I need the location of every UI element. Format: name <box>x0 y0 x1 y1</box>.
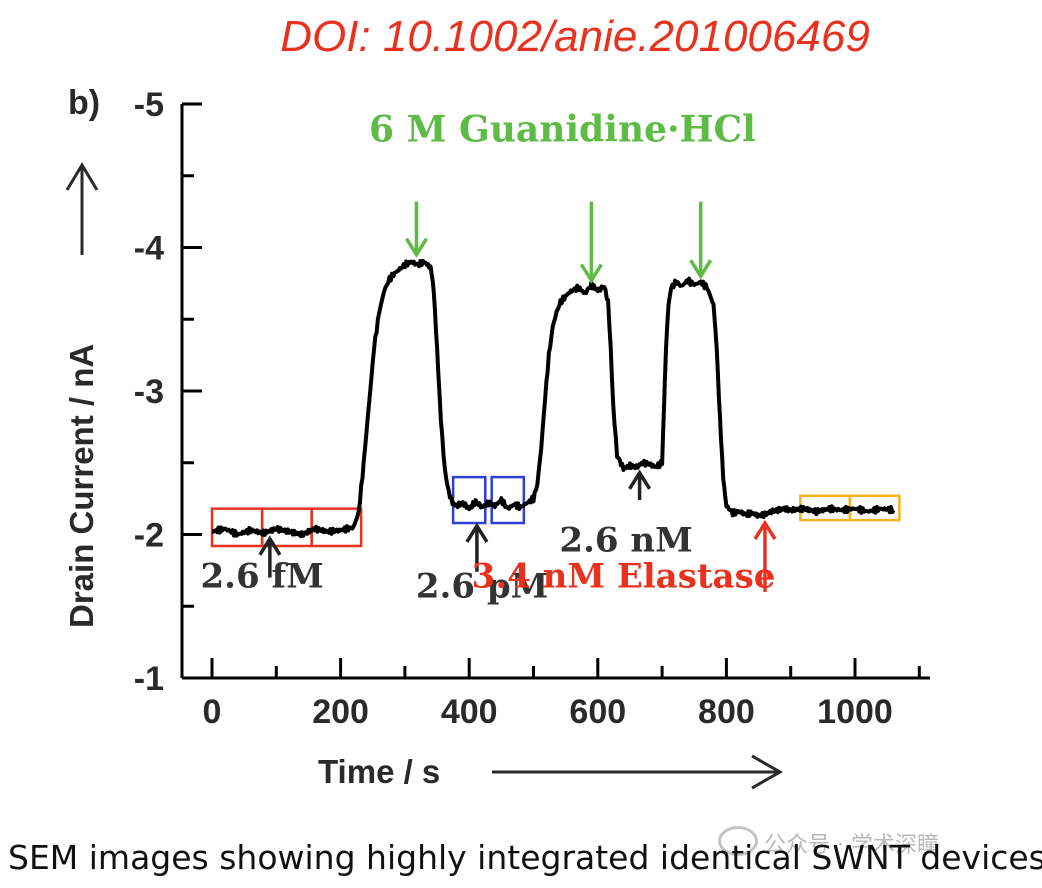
annotation-arrow <box>689 201 713 280</box>
annotation-labels: 6 M Guanidine·HCl 2.6 fM 2.6 pM 2.6 nM3.4 n… <box>201 108 776 606</box>
annotation-arrow <box>258 535 282 578</box>
annotation-arrow <box>753 519 777 592</box>
x-tick-label: 800 <box>698 693 755 731</box>
x-tick-label: 600 <box>569 693 626 731</box>
x-axis-direction-arrow <box>492 754 784 790</box>
annotation-arrow <box>628 469 652 501</box>
annotation-label: 3.4 nM Elastase <box>472 557 776 597</box>
annotation-label: 2.6 fM <box>201 557 324 597</box>
data-trace <box>211 258 896 539</box>
highlight-box <box>310 507 363 548</box>
annotation-arrow <box>404 201 428 258</box>
highlight-box <box>451 475 487 525</box>
x-tick-label: 400 <box>441 693 498 731</box>
annotation-label: 2.6 pM <box>416 567 548 607</box>
annotation-arrow <box>465 522 489 572</box>
axes: -5 -4 -3 -2 -1 0 200 400 600 800 1000 <box>134 86 930 731</box>
y-tick-label: -3 <box>134 373 164 411</box>
x-tick-label: 0 <box>203 693 222 731</box>
x-tick-label: 200 <box>312 693 369 731</box>
panel-label: b) <box>68 84 100 122</box>
doi-label: DOI: 10.1002/anie.201006469 <box>280 12 870 61</box>
y-tick-label: -5 <box>134 86 164 124</box>
annotation-arrows <box>258 201 777 592</box>
watermark: 公众号 · 学术深瞳 <box>718 826 939 859</box>
annotation-label: 6 M Guanidine·HCl <box>369 108 756 150</box>
highlight-box <box>490 475 526 525</box>
y-axis-title: Drain Current / nA <box>63 344 100 628</box>
y-tick-label: -2 <box>134 517 164 555</box>
x-tick-label: 1000 <box>817 693 893 731</box>
y-axis-direction-arrow <box>65 162 99 255</box>
y-tick-label: -4 <box>134 230 164 268</box>
x-axis-title: Time / s <box>318 753 440 790</box>
y-tick-label: -1 <box>134 660 164 698</box>
annotation-arrow <box>579 201 603 284</box>
watermark-text: 公众号 · 学术深瞳 <box>764 833 939 858</box>
annotation-label: 2.6 nM <box>559 521 692 561</box>
wechat-icon <box>718 826 758 856</box>
figure-caption: SEM images showing highly integrated ide… <box>8 838 1042 877</box>
